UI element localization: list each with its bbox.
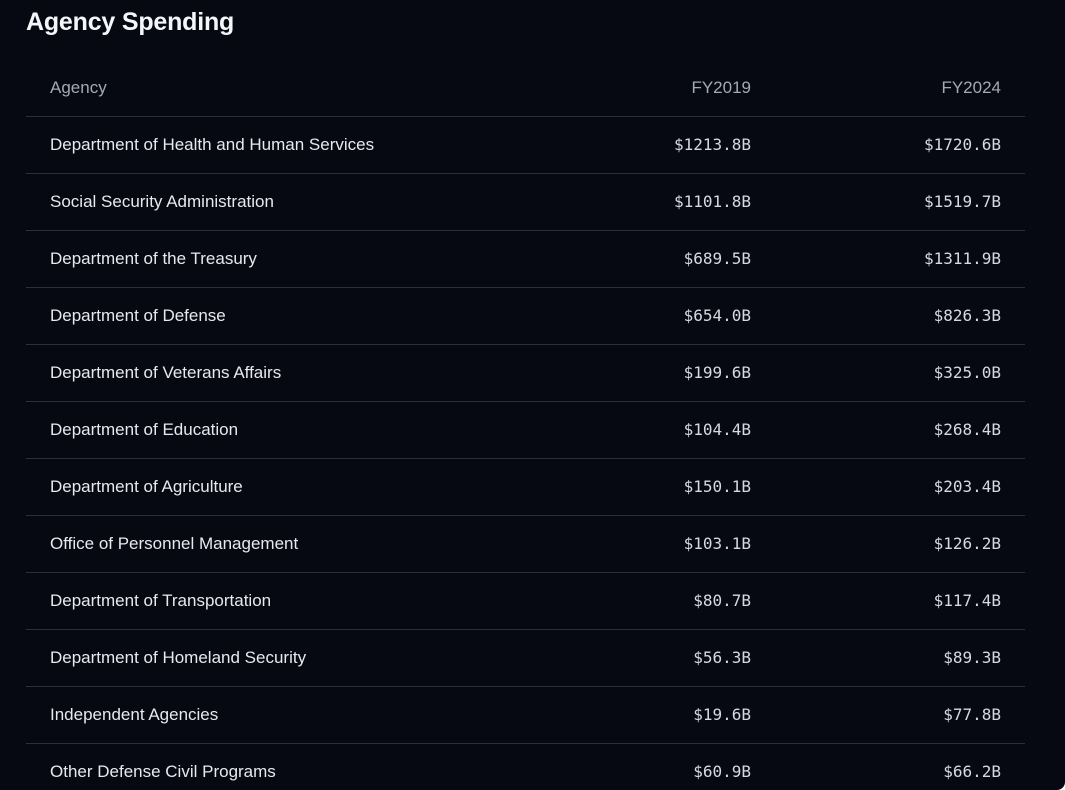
fy2019-amount-cell: $19.6B: [693, 705, 751, 724]
agency-name-cell: Department of Homeland Security: [50, 648, 307, 667]
agency-name-cell: Other Defense Civil Programs: [50, 762, 276, 781]
fy2024-amount-cell: $1720.6B: [923, 135, 1001, 154]
column-header-fy2024: FY2024: [941, 78, 1001, 97]
table-row: Department of Transportation $80.7B $117…: [26, 573, 1025, 630]
agency-name-cell: Independent Agencies: [50, 705, 219, 724]
agency-name-cell: Department of Education: [50, 420, 239, 439]
fy2019-amount-cell: $1101.8B: [673, 192, 751, 211]
fy2024-amount-cell: $826.3B: [933, 306, 1001, 325]
table-row: Department of Homeland Security $56.3B $…: [26, 630, 1025, 687]
fy2019-amount-cell: $56.3B: [693, 648, 751, 667]
fy2024-amount-cell: $268.4B: [933, 420, 1001, 439]
fy2019-amount-cell: $103.1B: [683, 534, 751, 553]
agency-name-cell: Department of Transportation: [50, 591, 272, 610]
agency-name-cell: Department of the Treasury: [50, 249, 257, 268]
table-row: Independent Agencies $19.6B $77.8B: [26, 687, 1025, 744]
fy2019-amount-cell: $60.9B: [693, 762, 751, 781]
agency-spending-table: Agency FY2019 FY2024 Department of Healt…: [26, 60, 1025, 790]
fy2024-amount-cell: $66.2B: [943, 762, 1001, 781]
fy2019-amount-cell: $150.1B: [683, 477, 751, 496]
fy2024-amount-cell: $117.4B: [933, 591, 1001, 610]
table-row: Department of Education $104.4B $268.4B: [26, 402, 1025, 459]
fy2024-amount-cell: $325.0B: [933, 363, 1001, 382]
column-header-fy2019: FY2019: [691, 78, 751, 97]
table-row: Department of Health and Human Services …: [26, 117, 1025, 174]
fy2024-amount-cell: $1519.7B: [923, 192, 1001, 211]
fy2019-amount-cell: $1213.8B: [673, 135, 751, 154]
table-row: Department of Defense $654.0B $826.3B: [26, 288, 1025, 345]
fy2019-amount-cell: $80.7B: [693, 591, 751, 610]
fy2024-amount-cell: $203.4B: [933, 477, 1001, 496]
table-header-row: Agency FY2019 FY2024: [26, 60, 1025, 117]
fy2019-amount-cell: $689.5B: [683, 249, 751, 268]
table-row: Department of Agriculture $150.1B $203.4…: [26, 459, 1025, 516]
table-row: Office of Personnel Management $103.1B $…: [26, 516, 1025, 573]
table-row: Department of the Treasury $689.5B $1311…: [26, 231, 1025, 288]
agency-name-cell: Social Security Administration: [50, 192, 274, 211]
fy2019-amount-cell: $104.4B: [683, 420, 751, 439]
page-title: Agency Spending: [26, 8, 235, 36]
fy2024-amount-cell: $77.8B: [943, 705, 1001, 724]
agency-name-cell: Office of Personnel Management: [50, 534, 299, 553]
fy2019-amount-cell: $654.0B: [683, 306, 751, 325]
fy2024-amount-cell: $126.2B: [933, 534, 1001, 553]
table-row: Department of Veterans Affairs $199.6B $…: [26, 345, 1025, 402]
table-row: Other Defense Civil Programs $60.9B $66.…: [26, 744, 1025, 790]
agency-name-cell: Department of Defense: [50, 306, 226, 325]
fy2019-amount-cell: $199.6B: [683, 363, 751, 382]
fy2024-amount-cell: $89.3B: [943, 648, 1001, 667]
agency-name-cell: Department of Agriculture: [50, 477, 243, 496]
agency-name-cell: Department of Veterans Affairs: [50, 363, 282, 382]
table-row: Social Security Administration $1101.8B …: [26, 174, 1025, 231]
column-header-agency: Agency: [50, 78, 107, 97]
agency-name-cell: Department of Health and Human Services: [50, 135, 375, 154]
fy2024-amount-cell: $1311.9B: [923, 249, 1001, 268]
